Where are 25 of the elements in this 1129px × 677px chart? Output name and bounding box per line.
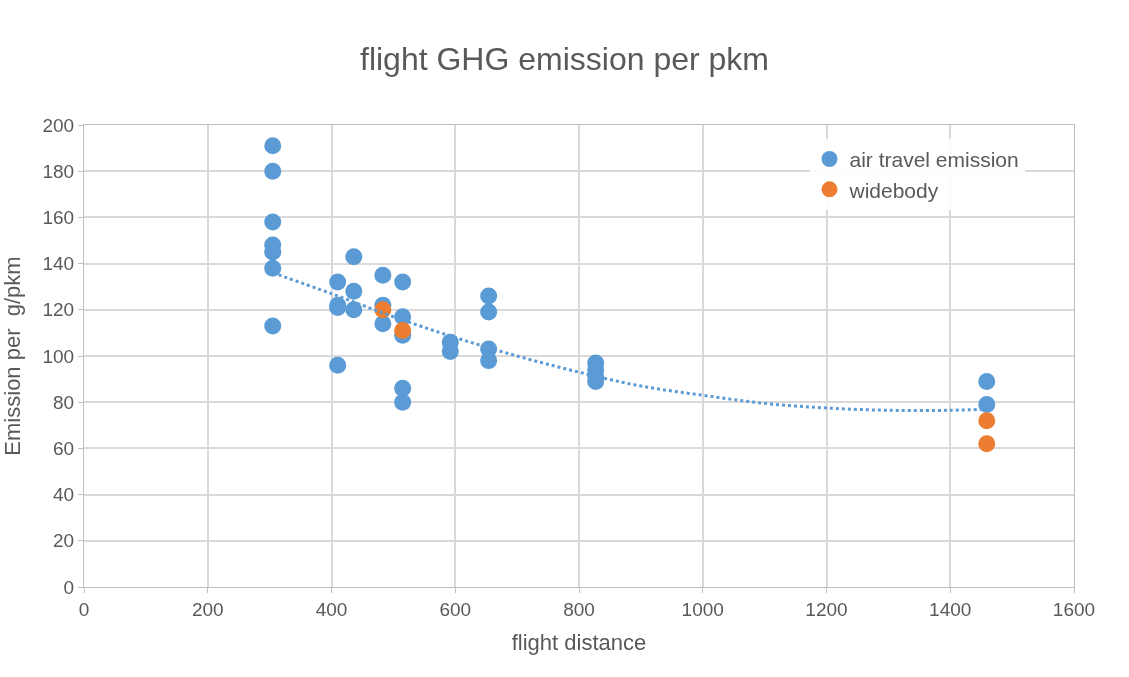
y-tick-label: 0 (63, 576, 75, 598)
x-tick-label: 400 (315, 598, 348, 620)
y-tick-label: 80 (53, 391, 75, 413)
x-tick-label: 600 (439, 598, 472, 620)
y-tick-label: 160 (42, 207, 75, 229)
legend-label: widebody (848, 178, 939, 202)
x-tick-label: 1400 (929, 598, 972, 620)
x-tick-label: 0 (78, 598, 90, 620)
y-tick-label: 100 (42, 345, 75, 367)
y-tick-label: 40 (53, 484, 75, 506)
x-tick-label: 1600 (1052, 598, 1096, 620)
chart-title: flight GHG emission per pkm (359, 40, 770, 77)
legend-label: air travel emission (849, 148, 1019, 172)
x-tick-label: 1000 (681, 598, 724, 620)
y-tick-label: 20 (53, 530, 75, 552)
y-tick-label: 60 (53, 438, 75, 460)
x-tick-label: 800 (563, 598, 595, 620)
x-axis-title: flight distance (511, 629, 647, 655)
x-tick-label: 1200 (805, 598, 848, 620)
x-tick-label: 200 (191, 598, 224, 620)
y-tick-label: 140 (42, 253, 75, 275)
y-tick-label: 200 (42, 114, 75, 136)
y-tick-label: 120 (42, 299, 75, 321)
y-axis-title: Emission per g/pkm (0, 256, 26, 456)
y-tick-label: 180 (42, 160, 75, 182)
